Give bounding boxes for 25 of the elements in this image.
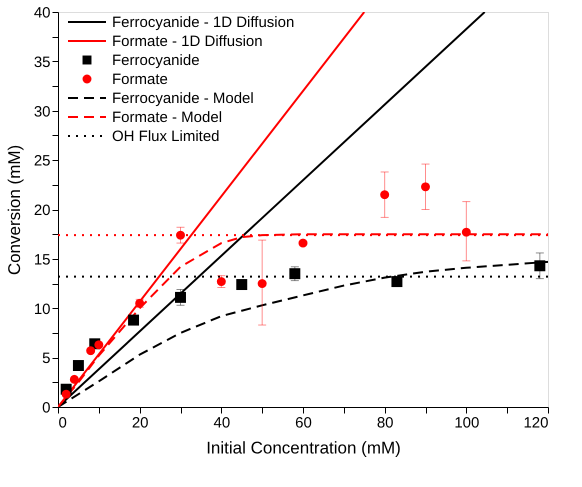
legend-label: OH Flux Limited xyxy=(112,128,220,145)
y-tick-label: 0 xyxy=(42,400,50,416)
legend-label: Ferrocyanide - 1D Diffusion xyxy=(112,14,294,31)
legend-label: Formate - Model xyxy=(112,109,222,126)
y-tick-label: 35 xyxy=(34,54,50,71)
y-tick-label: 15 xyxy=(34,251,50,268)
y-tick-label: 40 xyxy=(34,4,50,22)
y-axis-title: Conversion (mM) xyxy=(4,144,24,276)
y-tick-label: 10 xyxy=(34,300,50,318)
x-tick-label: 100 xyxy=(454,414,480,432)
legend-label: Formate xyxy=(112,71,168,88)
y-tick-label: 30 xyxy=(34,103,50,120)
y-tick-label: 5 xyxy=(42,350,50,368)
x-tick-label: 0 xyxy=(58,414,67,432)
x-tick-label: 40 xyxy=(213,414,230,432)
y-tick-label: 20 xyxy=(34,202,50,219)
legend-label: Formate - 1D Diffusion xyxy=(112,33,263,50)
x-tick-label: 120 xyxy=(523,414,548,432)
x-tick-label: 20 xyxy=(132,414,149,432)
legend-label: Ferrocyanide - Model xyxy=(112,90,254,107)
legend-label: Ferrocyanide xyxy=(112,52,200,69)
x-axis-title: Initial Concentration (mM) xyxy=(206,438,401,458)
x-tick-label: 60 xyxy=(295,414,312,432)
x-tick-label: 80 xyxy=(376,414,394,432)
y-tick-label: 25 xyxy=(34,152,50,170)
